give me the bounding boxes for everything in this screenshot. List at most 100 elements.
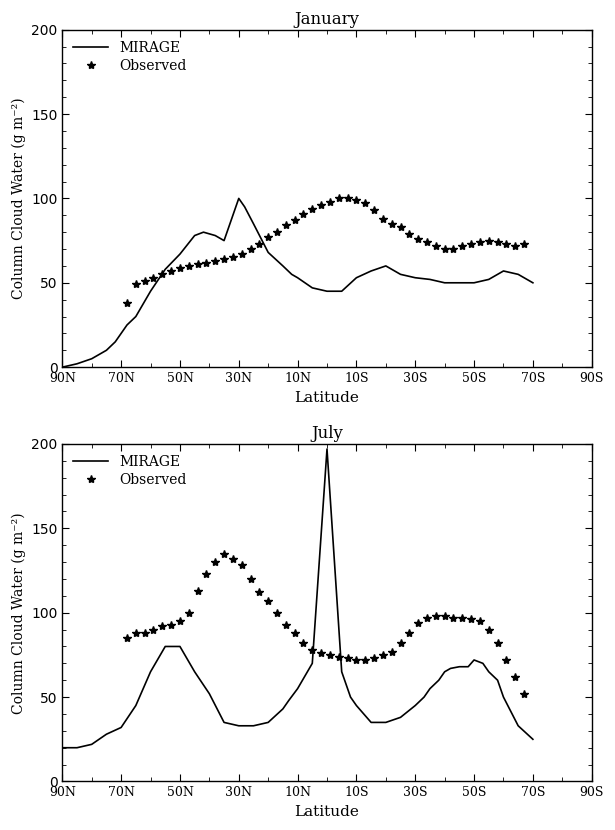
MIRAGE <box>177 249 184 259</box>
Observed <box>362 655 369 665</box>
Observed <box>335 193 343 203</box>
Observed <box>415 234 422 244</box>
Observed <box>282 619 290 629</box>
MIRAGE <box>479 658 486 668</box>
Y-axis label: Column Cloud Water (g m⁻²): Column Cloud Water (g m⁻²) <box>11 98 25 300</box>
Observed <box>450 244 457 254</box>
MIRAGE <box>494 676 501 686</box>
Observed <box>203 569 210 579</box>
MIRAGE <box>111 337 119 347</box>
MIRAGE <box>470 655 478 665</box>
Observed <box>220 254 228 264</box>
Observed <box>150 625 157 635</box>
Observed <box>185 608 192 618</box>
Observed <box>167 266 175 276</box>
Observed <box>362 198 369 208</box>
MIRAGE <box>411 273 419 283</box>
MIRAGE <box>147 666 154 676</box>
MIRAGE <box>132 311 140 321</box>
MIRAGE <box>288 270 295 280</box>
MIRAGE <box>347 692 354 702</box>
MIRAGE <box>456 278 463 288</box>
Line: Observed: Observed <box>123 549 528 698</box>
MIRAGE <box>323 286 331 296</box>
Observed <box>132 280 140 290</box>
MIRAGE <box>124 320 131 330</box>
Observed <box>203 257 210 267</box>
MIRAGE <box>264 717 272 727</box>
Observed <box>476 616 483 626</box>
Observed <box>388 647 395 657</box>
MIRAGE <box>367 266 375 276</box>
Observed <box>141 276 148 286</box>
Observed <box>238 560 245 570</box>
Observed <box>467 239 475 249</box>
Observed <box>309 645 316 655</box>
Observed <box>273 608 280 618</box>
Observed <box>520 239 528 249</box>
MIRAGE <box>435 676 442 686</box>
Observed <box>124 298 131 308</box>
MIRAGE <box>500 692 507 702</box>
Observed <box>229 252 237 262</box>
Observed <box>194 259 201 269</box>
Observed <box>344 653 351 663</box>
Observed <box>317 648 325 658</box>
Observed <box>397 638 404 648</box>
MIRAGE <box>73 743 81 753</box>
Observed <box>132 628 140 638</box>
Observed <box>247 244 254 254</box>
Observed <box>229 554 237 564</box>
MIRAGE <box>264 247 272 257</box>
Observed <box>379 213 387 223</box>
MIRAGE <box>103 345 110 355</box>
MIRAGE <box>220 717 228 727</box>
MIRAGE <box>397 270 404 280</box>
MIRAGE <box>250 219 257 229</box>
MIRAGE <box>103 730 110 740</box>
Observed <box>309 203 316 213</box>
Observed <box>185 261 192 271</box>
Title: January: January <box>295 11 360 28</box>
MIRAGE <box>421 692 428 702</box>
Observed <box>450 613 457 622</box>
Legend: MIRAGE, Observed: MIRAGE, Observed <box>69 451 191 491</box>
Legend: MIRAGE, Observed: MIRAGE, Observed <box>69 37 191 77</box>
Observed <box>194 586 201 596</box>
Observed <box>379 650 387 660</box>
Observed <box>432 611 440 621</box>
Observed <box>141 628 148 638</box>
Observed <box>291 628 298 638</box>
Observed <box>370 653 378 663</box>
MIRAGE <box>447 663 454 673</box>
MIRAGE <box>279 704 287 714</box>
MIRAGE <box>515 270 522 280</box>
Observed <box>159 621 166 631</box>
Observed <box>300 638 307 648</box>
Observed <box>406 229 413 239</box>
Observed <box>353 655 360 665</box>
MIRAGE <box>529 735 536 745</box>
Observed <box>441 611 448 621</box>
MIRAGE <box>353 701 360 710</box>
Observed <box>212 557 219 567</box>
MIRAGE <box>285 696 293 706</box>
Observed <box>300 208 307 218</box>
Observed <box>388 219 395 229</box>
Observed <box>256 239 263 249</box>
Observed <box>441 244 448 254</box>
Observed <box>159 270 166 280</box>
Line: MIRAGE: MIRAGE <box>62 198 533 367</box>
MIRAGE <box>470 278 478 288</box>
MIRAGE <box>338 286 346 296</box>
X-axis label: Latitude: Latitude <box>295 805 359 819</box>
MIRAGE <box>200 227 207 237</box>
MIRAGE <box>58 362 66 372</box>
MIRAGE <box>426 684 434 694</box>
Observed <box>344 193 351 203</box>
Observed <box>291 215 298 225</box>
Observed <box>494 237 501 247</box>
MIRAGE <box>411 701 419 710</box>
MIRAGE <box>382 261 389 271</box>
MIRAGE <box>88 740 95 749</box>
